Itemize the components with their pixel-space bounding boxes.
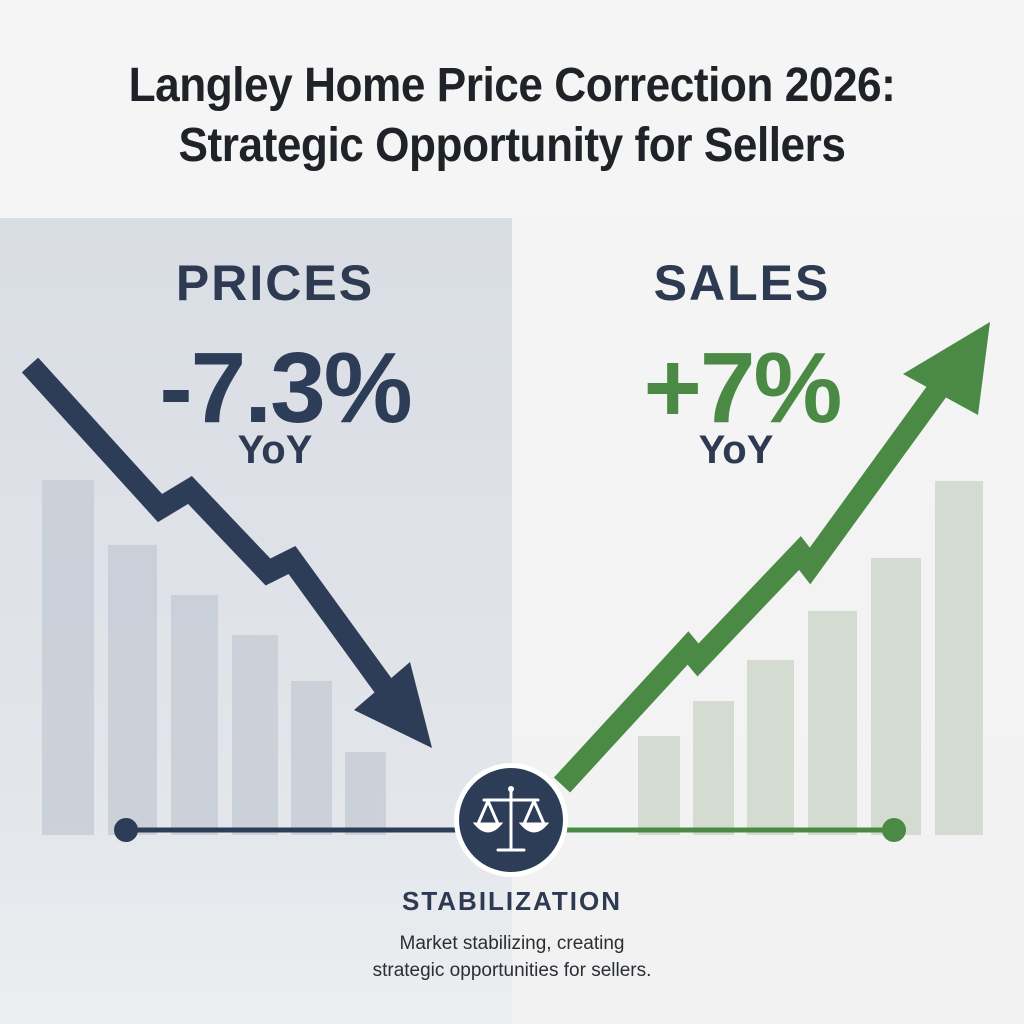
stabilization-description-line-1: Market stabilizing, creating <box>399 933 625 954</box>
sales-bars <box>638 481 983 835</box>
sales-value: +7% <box>643 332 843 444</box>
sales-baseline-dot <box>882 818 906 842</box>
sales-bar <box>638 736 680 835</box>
scales-icon <box>454 763 568 877</box>
sales-bar <box>693 701 734 835</box>
prices-value: -7.3% <box>159 332 412 444</box>
stabilization-title: STABILIZATION <box>401 886 622 916</box>
down-arrow-icon <box>21 357 432 748</box>
stabilization-description: Market stabilizing, creating strategic o… <box>0 930 1024 984</box>
prices-label: PRICES <box>175 255 375 311</box>
sales-period: YoY <box>698 428 774 472</box>
title-line-2: Strategic Opportunity for Sellers <box>178 119 846 172</box>
prices-period: YoY <box>237 428 313 472</box>
prices-bar <box>42 480 94 835</box>
prices-bar <box>232 635 278 835</box>
prices-bar <box>291 681 332 835</box>
sales-bar <box>747 660 794 835</box>
stabilization-description-line-2: strategic opportunities for sellers. <box>372 960 652 981</box>
page-title: Langley Home Price Correction 2026: Stra… <box>41 56 983 176</box>
up-arrow-icon <box>553 322 990 793</box>
prices-bar <box>108 545 157 835</box>
prices-bar <box>345 752 386 835</box>
title-line-1: Langley Home Price Correction 2026: <box>128 59 896 112</box>
prices-bars <box>42 480 386 835</box>
sales-bar <box>871 558 921 835</box>
sales-bar <box>935 481 983 835</box>
sales-label: SALES <box>653 255 831 311</box>
sales-bar <box>808 611 857 835</box>
header: Langley Home Price Correction 2026: Stra… <box>0 0 1024 218</box>
prices-bar <box>171 595 218 835</box>
